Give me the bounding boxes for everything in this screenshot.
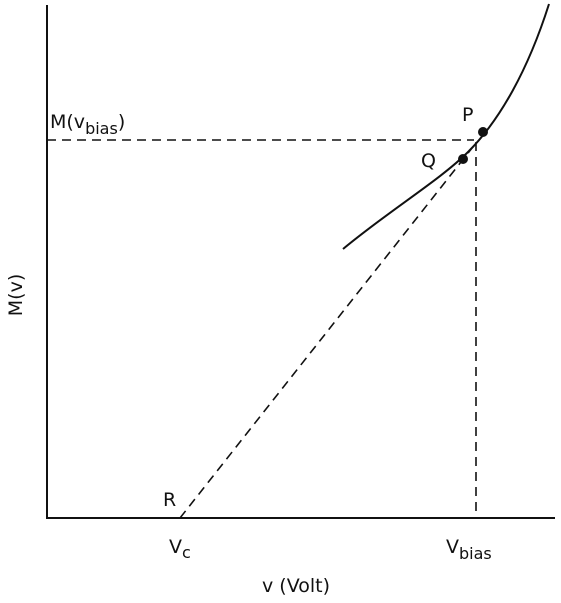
m-bias-label: M(vbias)	[50, 111, 125, 138]
label-r: R	[163, 489, 176, 511]
label-p: P	[462, 104, 473, 126]
vbias-label: Vbias	[446, 536, 492, 563]
vc-sub: c	[182, 543, 191, 562]
y-axis-label: M(v)	[5, 274, 27, 316]
m-bias-tail: )	[118, 111, 125, 133]
point-p	[478, 127, 488, 137]
vc-text: V	[169, 536, 182, 558]
tangent-line	[179, 142, 477, 519]
x-axis-label: v (Volt)	[262, 575, 330, 597]
curve	[342, 3, 550, 250]
vbias-sub: bias	[459, 544, 492, 563]
m-bias-sub: bias	[85, 119, 118, 138]
label-q: Q	[421, 150, 436, 172]
vc-label: Vc	[169, 536, 191, 562]
m-bias-text: M(v	[50, 111, 85, 133]
point-q	[458, 154, 468, 164]
vbias-text: V	[446, 536, 459, 558]
